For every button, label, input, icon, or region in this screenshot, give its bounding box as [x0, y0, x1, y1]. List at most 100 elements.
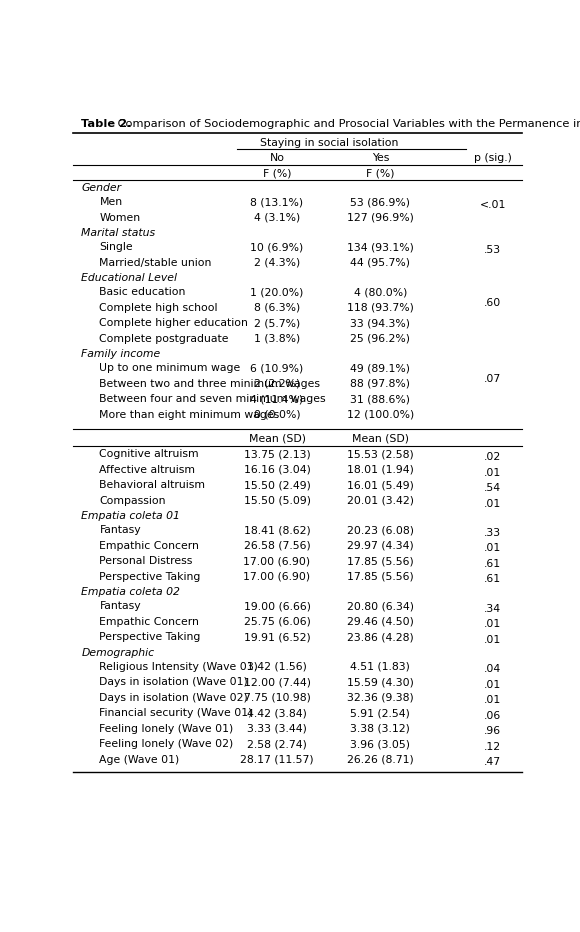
- Text: Cognitive altruism: Cognitive altruism: [100, 449, 199, 459]
- Text: .01: .01: [484, 635, 501, 645]
- Text: Gender: Gender: [81, 184, 122, 194]
- Text: 13.75 (2.13): 13.75 (2.13): [244, 449, 310, 459]
- Text: Single: Single: [100, 242, 133, 253]
- Text: .01: .01: [484, 499, 501, 509]
- Text: No: No: [270, 153, 285, 163]
- Text: .07: .07: [484, 374, 501, 384]
- Text: 3.42 (1.56): 3.42 (1.56): [247, 662, 307, 672]
- Text: 10 (6.9%): 10 (6.9%): [251, 242, 304, 253]
- Text: 28.17 (11.57): 28.17 (11.57): [240, 755, 314, 764]
- Text: 19.00 (6.66): 19.00 (6.66): [244, 601, 310, 611]
- Text: 25.75 (6.06): 25.75 (6.06): [244, 617, 310, 626]
- Text: Fantasy: Fantasy: [100, 601, 141, 611]
- Text: 26.58 (7.56): 26.58 (7.56): [244, 541, 310, 551]
- Text: .01: .01: [484, 468, 501, 477]
- Text: .01: .01: [484, 679, 501, 690]
- Text: Educational Level: Educational Level: [81, 273, 177, 283]
- Text: .01: .01: [484, 543, 501, 554]
- Text: 33 (94.3%): 33 (94.3%): [350, 318, 411, 328]
- Text: Men: Men: [100, 198, 122, 208]
- Text: 18.41 (8.62): 18.41 (8.62): [244, 525, 310, 535]
- Text: .47: .47: [484, 758, 501, 767]
- Text: .06: .06: [484, 711, 501, 720]
- Text: 8 (6.3%): 8 (6.3%): [254, 303, 300, 313]
- Text: Complete postgraduate: Complete postgraduate: [100, 334, 229, 344]
- Text: 3.33 (3.44): 3.33 (3.44): [247, 723, 307, 733]
- Text: 31 (88.6%): 31 (88.6%): [350, 394, 411, 404]
- Text: Table 2.: Table 2.: [81, 119, 132, 130]
- Text: Feeling lonely (Wave 01): Feeling lonely (Wave 01): [100, 723, 234, 733]
- Text: 4 (11.4%): 4 (11.4%): [251, 394, 303, 404]
- Text: 3.38 (3.12): 3.38 (3.12): [350, 723, 410, 733]
- Text: Mean (SD): Mean (SD): [352, 433, 409, 444]
- Text: Staying in social isolation: Staying in social isolation: [259, 138, 398, 147]
- Text: .54: .54: [484, 483, 501, 493]
- Text: 4 (80.0%): 4 (80.0%): [354, 287, 407, 297]
- Text: Perspective Taking: Perspective Taking: [100, 571, 201, 582]
- Text: 20.01 (3.42): 20.01 (3.42): [347, 496, 414, 506]
- Text: 15.50 (2.49): 15.50 (2.49): [244, 480, 310, 490]
- Text: Affective altruism: Affective altruism: [100, 465, 195, 474]
- Text: Complete high school: Complete high school: [100, 303, 218, 313]
- Text: .01: .01: [484, 620, 501, 629]
- Text: Married/stable union: Married/stable union: [100, 258, 212, 267]
- Text: 0 (0.0%): 0 (0.0%): [253, 410, 300, 419]
- Text: Behavioral altruism: Behavioral altruism: [100, 480, 205, 490]
- Text: 18.01 (1.94): 18.01 (1.94): [347, 465, 414, 474]
- Text: 3.96 (3.05): 3.96 (3.05): [350, 739, 411, 749]
- Text: 118 (93.7%): 118 (93.7%): [347, 303, 414, 313]
- Text: .61: .61: [484, 559, 501, 569]
- Text: 2 (5.7%): 2 (5.7%): [254, 318, 300, 328]
- Text: 15.53 (2.58): 15.53 (2.58): [347, 449, 414, 459]
- Text: F (%): F (%): [366, 169, 394, 179]
- Text: 17.00 (6.90): 17.00 (6.90): [244, 556, 310, 567]
- Text: 4.42 (3.84): 4.42 (3.84): [247, 708, 307, 718]
- Text: 26.26 (8.71): 26.26 (8.71): [347, 755, 414, 764]
- Text: 12.00 (7.44): 12.00 (7.44): [244, 677, 310, 687]
- Text: Days in isolation (Wave 01): Days in isolation (Wave 01): [100, 677, 248, 687]
- Text: F (%): F (%): [263, 169, 291, 179]
- Text: .01: .01: [484, 695, 501, 706]
- Text: p (sig.): p (sig.): [474, 153, 512, 163]
- Text: 5.91 (2.54): 5.91 (2.54): [350, 708, 410, 718]
- Text: 15.50 (5.09): 15.50 (5.09): [244, 496, 310, 506]
- Text: 32.36 (9.38): 32.36 (9.38): [347, 692, 414, 703]
- Text: Demographic: Demographic: [81, 648, 155, 658]
- Text: Between two and three minimum wages: Between two and three minimum wages: [100, 378, 321, 389]
- Text: 8 (13.1%): 8 (13.1%): [251, 198, 303, 208]
- Text: Religious Intensity (Wave 01): Religious Intensity (Wave 01): [100, 662, 258, 672]
- Text: <.01: <.01: [480, 200, 506, 210]
- Text: Days in isolation (Wave 02): Days in isolation (Wave 02): [100, 692, 248, 703]
- Text: 15.59 (4.30): 15.59 (4.30): [347, 677, 414, 687]
- Text: Between four and seven minimum wages: Between four and seven minimum wages: [100, 394, 326, 404]
- Text: Perspective Taking: Perspective Taking: [100, 632, 201, 642]
- Text: 17.85 (5.56): 17.85 (5.56): [347, 556, 414, 567]
- Text: 16.16 (3.04): 16.16 (3.04): [244, 465, 310, 474]
- Text: 29.97 (4.34): 29.97 (4.34): [347, 541, 414, 551]
- Text: 4 (3.1%): 4 (3.1%): [254, 212, 300, 223]
- Text: 2 (4.3%): 2 (4.3%): [254, 258, 300, 267]
- Text: .12: .12: [484, 742, 501, 752]
- Text: .60: .60: [484, 297, 501, 308]
- Text: Compassion: Compassion: [100, 496, 166, 506]
- Text: More than eight minimum wages: More than eight minimum wages: [100, 410, 280, 419]
- Text: .33: .33: [484, 528, 501, 538]
- Text: 17.00 (6.90): 17.00 (6.90): [244, 571, 310, 582]
- Text: 1 (3.8%): 1 (3.8%): [254, 334, 300, 344]
- Text: 53 (86.9%): 53 (86.9%): [350, 198, 411, 208]
- Text: .02: .02: [484, 452, 501, 462]
- Text: Feeling lonely (Wave 02): Feeling lonely (Wave 02): [100, 739, 234, 749]
- Text: Empatia coleta 02: Empatia coleta 02: [81, 587, 180, 597]
- Text: 1 (20.0%): 1 (20.0%): [251, 287, 304, 297]
- Text: Family income: Family income: [81, 350, 161, 359]
- Text: 17.85 (5.56): 17.85 (5.56): [347, 571, 414, 582]
- Text: 134 (93.1%): 134 (93.1%): [347, 242, 414, 253]
- Text: Fantasy: Fantasy: [100, 525, 141, 535]
- Text: 20.23 (6.08): 20.23 (6.08): [347, 525, 414, 535]
- Text: .04: .04: [484, 665, 501, 674]
- Text: Mean (SD): Mean (SD): [248, 433, 306, 444]
- Text: Marital status: Marital status: [81, 228, 155, 239]
- Text: 49 (89.1%): 49 (89.1%): [350, 363, 411, 373]
- Text: .53: .53: [484, 245, 501, 255]
- Text: Age (Wave 01): Age (Wave 01): [100, 755, 180, 764]
